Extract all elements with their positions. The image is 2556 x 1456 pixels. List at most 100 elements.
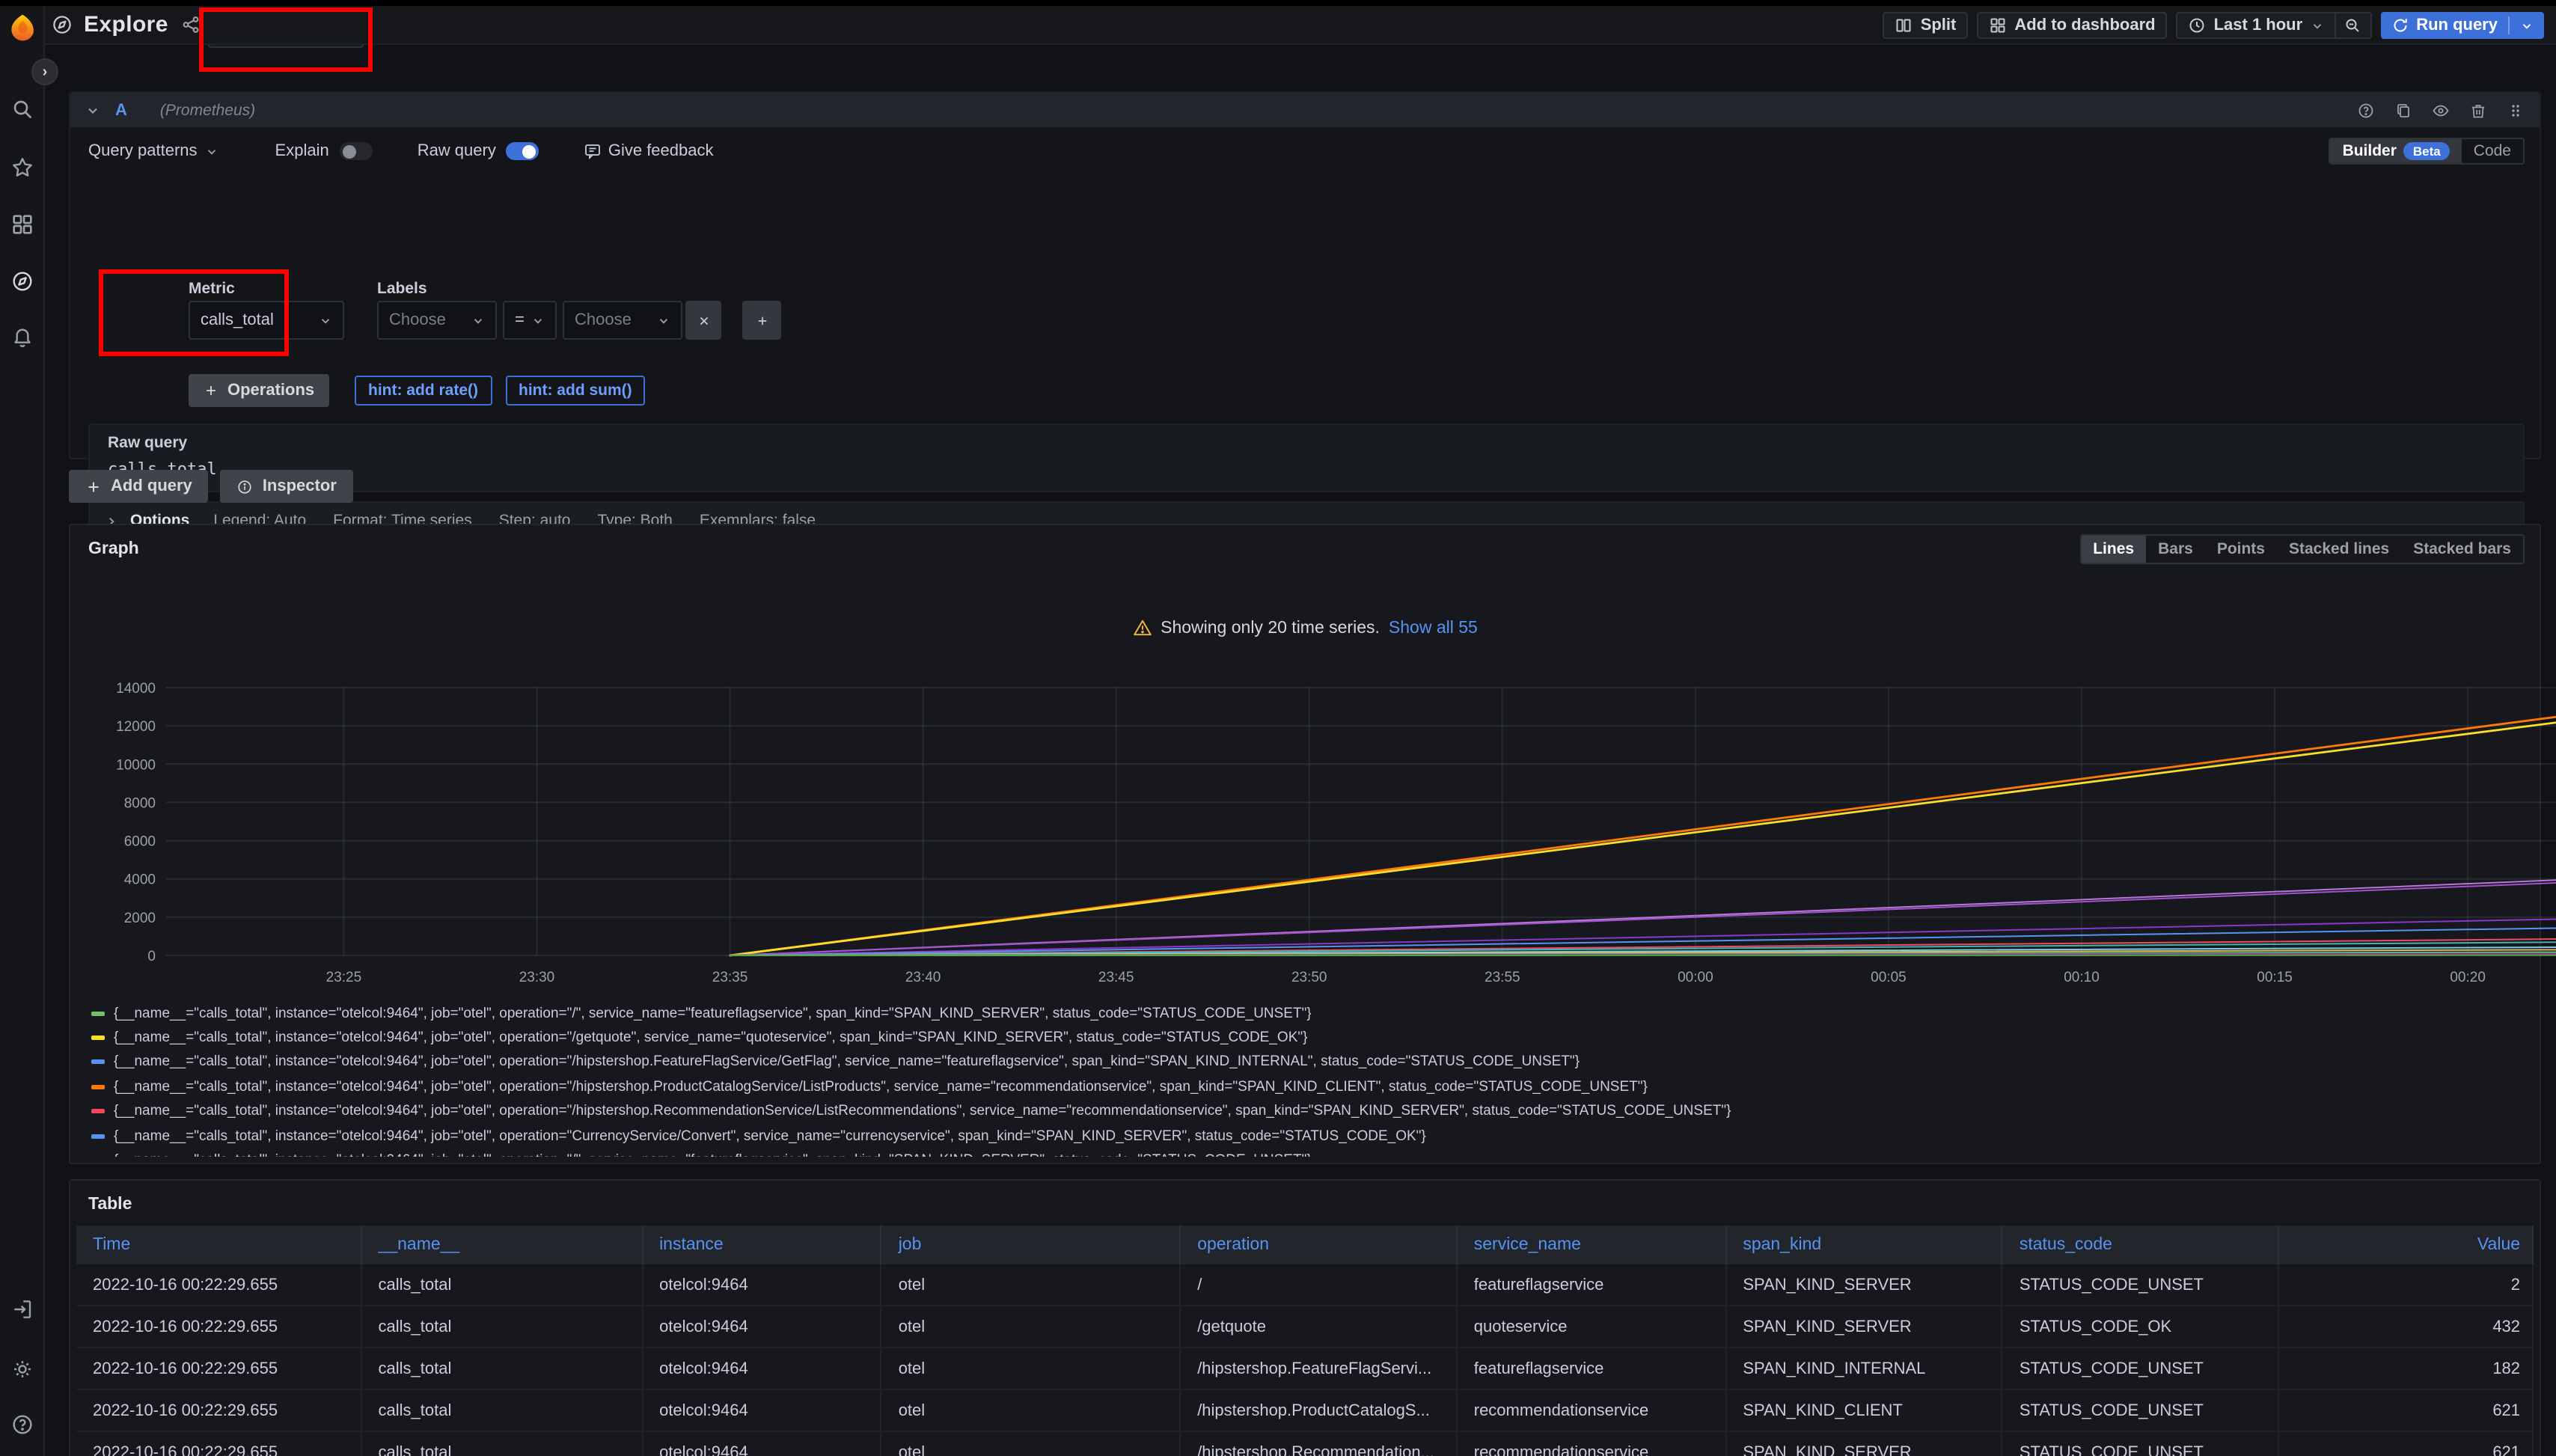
- metric-field-label: Metric: [189, 280, 235, 298]
- legend-item-6[interactable]: {__name__="calls_total", instance="otelc…: [91, 1124, 2519, 1148]
- code-mode-tab[interactable]: Code: [2462, 139, 2523, 163]
- graph-style-stacked-lines[interactable]: Stacked lines: [2289, 540, 2390, 558]
- graph-panel-title: Graph: [88, 540, 139, 558]
- table-cell: 432: [2279, 1306, 2534, 1347]
- remove-label-filter-button[interactable]: [685, 301, 721, 340]
- split-button[interactable]: Split: [1883, 12, 1969, 39]
- explain-label: Explain: [275, 142, 329, 160]
- time-range-picker[interactable]: Last 1 hour: [2176, 12, 2336, 39]
- x-axis-tick-label: 00:20: [2450, 970, 2486, 985]
- search-icon[interactable]: [10, 97, 34, 121]
- column-header-status-code[interactable]: status_code: [2003, 1226, 2280, 1264]
- query-help-icon[interactable]: [2357, 101, 2375, 119]
- add-label-filter-button[interactable]: [742, 301, 781, 340]
- table-row-2: 2022-10-16 00:22:29.655 calls_total otelco…: [76, 1306, 2534, 1348]
- table-cell: /: [1181, 1264, 1458, 1305]
- chevron-right-icon: [105, 514, 118, 527]
- column-header--name-[interactable]: __name__: [362, 1226, 643, 1264]
- give-feedback-link[interactable]: Give feedback: [608, 142, 714, 160]
- legend-color-swatch: [91, 1109, 105, 1114]
- remove-query-trash-icon[interactable]: [2469, 101, 2487, 119]
- legend-color-swatch: [91, 1059, 105, 1065]
- settings-gear-icon[interactable]: [10, 1357, 34, 1381]
- legend-item-3[interactable]: {__name__="calls_total", instance="otelc…: [91, 1050, 2519, 1075]
- x-axis-tick-label: 23:50: [1291, 970, 1327, 985]
- builder-mode-tab[interactable]: Builder Beta: [2330, 139, 2462, 163]
- column-header-span-kind[interactable]: span_kind: [1726, 1226, 2003, 1264]
- table-cell: recommendationservice: [1458, 1390, 1727, 1431]
- inspector-button[interactable]: Inspector: [220, 470, 353, 503]
- add-to-dashboard-button[interactable]: Add to dashboard: [1977, 12, 2168, 39]
- beta-badge: Beta: [2403, 142, 2450, 160]
- table-cell: 2022-10-16 00:22:29.655: [76, 1306, 362, 1347]
- legend-item-7-partial[interactable]: {__name__="calls_total", instance="otelc…: [91, 1148, 2519, 1157]
- explain-toggle[interactable]: [339, 142, 373, 160]
- column-header-service-name[interactable]: service_name: [1458, 1226, 1727, 1264]
- query-hint-button-2[interactable]: hint: add sum(): [505, 376, 646, 406]
- raw-query-toggle[interactable]: [506, 142, 539, 160]
- column-header-value[interactable]: Value: [2279, 1226, 2534, 1264]
- graph-style-stacked-bars[interactable]: Stacked bars: [2413, 540, 2511, 558]
- column-header-instance[interactable]: instance: [643, 1226, 882, 1264]
- zoom-out-time-button[interactable]: [2335, 12, 2372, 39]
- column-header-operation[interactable]: operation: [1181, 1226, 1458, 1264]
- starred-icon[interactable]: [10, 156, 34, 180]
- legend-series-label: {__name__="calls_total", instance="otelc…: [114, 1152, 1312, 1157]
- query-patterns-dropdown[interactable]: Query patterns: [88, 142, 198, 160]
- add-query-button[interactable]: Add query: [69, 470, 209, 503]
- table-cell: SPAN_KIND_SERVER: [1726, 1432, 2003, 1456]
- label-value-select[interactable]: Choose: [563, 301, 682, 340]
- drag-handle-icon[interactable]: [2507, 101, 2525, 119]
- duplicate-query-icon[interactable]: [2394, 101, 2412, 119]
- graph-style-points[interactable]: Points: [2216, 540, 2265, 558]
- hide-response-eye-icon[interactable]: [2432, 101, 2450, 119]
- explore-compass-icon[interactable]: [10, 269, 34, 293]
- table-cell: recommendationservice: [1458, 1432, 1727, 1456]
- show-all-series-link[interactable]: Show all 55: [1388, 619, 1478, 637]
- legend-item-5[interactable]: {__name__="calls_total", instance="otelc…: [91, 1099, 2519, 1124]
- column-header-job[interactable]: job: [882, 1226, 1181, 1264]
- legend-item-1[interactable]: {__name__="calls_total", instance="otelc…: [91, 1001, 2519, 1026]
- column-header-time[interactable]: Time: [76, 1226, 362, 1264]
- legend-item-4[interactable]: {__name__="calls_total", instance="otelc…: [91, 1074, 2519, 1099]
- warning-text: Showing only 20 time series.: [1161, 619, 1380, 637]
- dashboards-icon[interactable]: [10, 212, 34, 236]
- table-cell: STATUS_CODE_UNSET: [2003, 1348, 2280, 1389]
- query-hint-button-1[interactable]: hint: add rate(): [355, 376, 492, 406]
- graph-style-bars[interactable]: Bars: [2158, 540, 2193, 558]
- y-axis-tick-label: 14000: [116, 681, 156, 697]
- info-circle-icon: [239, 480, 252, 493]
- run-query-dropdown-chevron[interactable]: [2520, 19, 2534, 32]
- graph-style-lines[interactable]: Lines: [2081, 536, 2147, 563]
- label-operator-select[interactable]: =: [503, 301, 557, 340]
- y-axis-tick-label: 0: [147, 949, 156, 964]
- table-cell: STATUS_CODE_UNSET: [2003, 1432, 2280, 1456]
- metric-select[interactable]: calls_total: [189, 301, 344, 340]
- legend-series-label: {__name__="calls_total", instance="otelc…: [114, 1128, 1426, 1145]
- sidebar-expand-button[interactable]: ›: [31, 58, 58, 85]
- y-axis-tick-label: 2000: [124, 911, 156, 926]
- alerting-bell-icon[interactable]: [10, 325, 34, 349]
- help-icon[interactable]: [10, 1413, 34, 1437]
- query-editor-panel: A (Prometheus) Que: [69, 91, 2541, 540]
- query-ref-id: A: [115, 101, 127, 119]
- grafana-logo-icon[interactable]: [6, 12, 39, 45]
- time-series-chart[interactable]: 0 2000 4000 6000 8000 10000 12000 14000 23:25 23:…: [94, 675, 2556, 992]
- table-cell: SPAN_KIND_INTERNAL: [1726, 1348, 2003, 1389]
- table-cell: STATUS_CODE_UNSET: [2003, 1390, 2280, 1431]
- y-axis-tick-label: 10000: [116, 757, 156, 773]
- table-cell: 2022-10-16 00:22:29.655: [76, 1432, 362, 1456]
- collapse-chevron-icon[interactable]: [85, 103, 100, 117]
- results-table: Time __name__ instance job operation service_…: [76, 1226, 2534, 1456]
- table-cell: otel: [882, 1264, 1181, 1305]
- operations-button[interactable]: Operations: [189, 374, 330, 407]
- share-icon[interactable]: [182, 15, 201, 34]
- sidebar: [0, 6, 45, 1456]
- label-key-select[interactable]: Choose: [377, 301, 497, 340]
- run-query-button[interactable]: Run query: [2380, 12, 2544, 39]
- legend-item-2[interactable]: {__name__="calls_total", instance="otelc…: [91, 1026, 2519, 1050]
- graph-panel: Graph Lines Bars Points Stacked lines Stacke…: [69, 524, 2556, 1164]
- sign-in-icon[interactable]: [10, 1297, 34, 1321]
- chart-legend: {__name__="calls_total", instance="otelc…: [91, 1001, 2519, 1157]
- chevron-down-icon: [471, 313, 485, 327]
